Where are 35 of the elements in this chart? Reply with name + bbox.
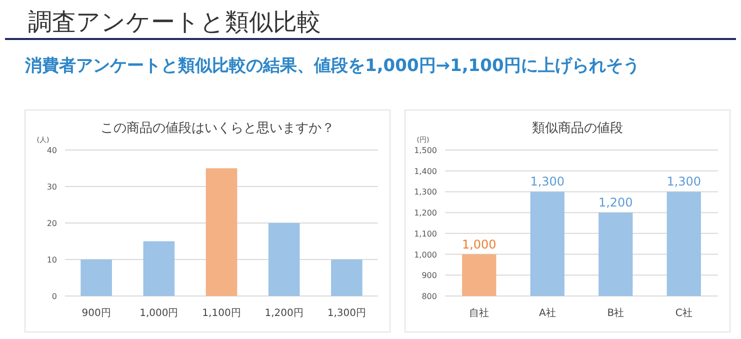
bar (206, 168, 238, 296)
x-tick-label: B社 (607, 307, 624, 319)
bar (80, 260, 112, 296)
data-label: 1,000 (462, 237, 496, 252)
data-label: 1,200 (598, 196, 633, 210)
y-tick-label: 1,400 (414, 166, 437, 176)
bar (268, 223, 300, 296)
x-tick-label: C社 (675, 307, 692, 319)
x-tick-label: 1,000円 (140, 308, 178, 319)
text: 調査アンケートと類似比較 (28, 8, 321, 36)
data-label: 1,300 (530, 174, 565, 189)
data-label: 1,300 (666, 174, 702, 189)
x-tick-label: 1,200円 (264, 308, 304, 319)
y-tick-label: 900 (422, 271, 437, 280)
x-tick-label: A社 (538, 307, 556, 319)
y-tick-label: 1,500 (414, 146, 437, 155)
y-tick-label: 10 (46, 256, 57, 264)
y-tick-label: 0 (52, 292, 57, 301)
bar (331, 260, 362, 296)
y-tick-label: 800 (422, 292, 437, 301)
y-tick-label: 1,100 (414, 229, 437, 238)
x-tick-label: 1,300円 (327, 308, 366, 319)
chart-title: この商品の値段はいくらと思いますか？ (100, 121, 334, 136)
y-tick-label: 40 (46, 146, 57, 155)
x-tick-label: 自社 (469, 307, 490, 319)
y-tick-label: 30 (46, 182, 57, 192)
x-tick-label: 900円 (82, 308, 111, 319)
y-tick-label: 1,200 (414, 208, 437, 218)
x-tick-label: 1,100円 (202, 308, 241, 319)
y-tick-label: 20 (46, 219, 57, 228)
y-tick-label: 1,300 (414, 188, 437, 197)
text: 消費者アンケートと類似比較の結果、値段を1,000円→1,100円に上げられそう (24, 56, 640, 76)
chart-title: 類似商品の値段 (532, 121, 623, 136)
bar (143, 241, 175, 296)
y-tick-label: 1,000 (414, 250, 437, 260)
